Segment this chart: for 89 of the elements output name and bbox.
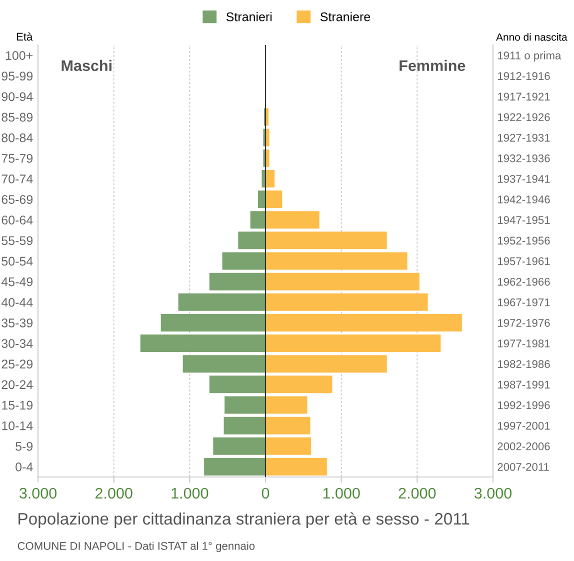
x-tick-label: 3.000 xyxy=(474,488,512,499)
bar xyxy=(266,437,311,455)
y-tick-label: 80-84 xyxy=(2,133,33,142)
annotation: Maschi xyxy=(62,60,112,72)
y-tick-label: 40-44 xyxy=(1,298,33,307)
y-tick-label: 50-54 xyxy=(2,256,33,266)
y2-tick-label: 1962-1966 xyxy=(498,278,550,286)
y2-tick-label: 1977-1981 xyxy=(498,340,550,348)
y2-tick-label: 2007-2011 xyxy=(498,462,549,471)
y2-tick-label: 1982-1986 xyxy=(498,360,550,368)
bar xyxy=(266,232,387,250)
bar xyxy=(266,128,270,146)
y-tick-label: 5-9 xyxy=(16,442,33,451)
legend-label: Stranieri xyxy=(226,12,272,22)
y2-tick-label: 1987-1991 xyxy=(498,380,550,389)
y2-tick-label: 1917-1921 xyxy=(498,92,550,101)
x-tick-label: 1.000 xyxy=(323,488,360,499)
y2-tick-label: 1952-1956 xyxy=(498,236,550,245)
y-tick-label: 10-14 xyxy=(2,421,33,430)
y-tick-label: 100+ xyxy=(6,51,33,60)
bar xyxy=(266,314,462,332)
bar xyxy=(178,293,266,311)
y2-tick-label: 1927-1931 xyxy=(498,134,550,142)
y-tick-label: 85-89 xyxy=(2,112,33,122)
bar xyxy=(266,396,308,414)
bar xyxy=(266,149,270,167)
y2-tick-label: 1911 o prima xyxy=(498,51,562,62)
y2-tick-label: 1967-1971 xyxy=(498,298,550,306)
x-tick-label: 3.000 xyxy=(19,488,57,499)
y-tick-label: 15-19 xyxy=(2,400,33,410)
x-tick-label: 0 xyxy=(262,488,270,499)
y-tick-label: 30-34 xyxy=(2,339,33,348)
bar xyxy=(262,170,266,188)
bar xyxy=(213,437,266,455)
y-tick-label: 90-94 xyxy=(2,92,33,102)
y-tick-label: 65-69 xyxy=(2,195,33,204)
x-tick-label: 2.000 xyxy=(95,488,132,499)
y2-tick-label: 2002-2006 xyxy=(498,442,550,450)
bar xyxy=(222,252,266,270)
x-tick-label: 1.000 xyxy=(172,488,208,499)
bar xyxy=(224,416,266,434)
bar xyxy=(266,272,420,290)
y2-tick-label: 1922-1926 xyxy=(498,113,550,122)
y2-tick-label: 1932-1936 xyxy=(498,154,550,162)
y-tick-label: 95-99 xyxy=(2,72,33,81)
y-tick-label: 25-29 xyxy=(2,360,33,369)
y-tick-label: 75-79 xyxy=(2,154,33,163)
y2-tick-label: 1957-1961 xyxy=(498,257,550,266)
bar xyxy=(266,355,387,373)
y-tick-label: 0-4 xyxy=(16,462,33,472)
bar xyxy=(266,416,310,434)
text: Popolazione per cittadinanza straniera per età e sesso - 2011 xyxy=(18,512,470,528)
y2-tick-label: 1992-1996 xyxy=(498,401,550,410)
bar xyxy=(160,314,266,332)
bar xyxy=(250,211,266,229)
bar xyxy=(266,211,320,229)
bar xyxy=(204,458,266,476)
bar xyxy=(266,376,332,394)
annotation: Femmine xyxy=(400,60,466,72)
bar xyxy=(140,334,266,352)
text: COMUNE DI NAPOLI - Dati ISTAT al 1° gennaio xyxy=(18,542,255,552)
y2-axis-title: Anno di nascita xyxy=(496,33,568,41)
bar xyxy=(266,190,282,208)
y-tick-label: 45-49 xyxy=(1,277,33,286)
bar xyxy=(182,355,266,373)
bar xyxy=(258,190,266,208)
legend-label: Straniere xyxy=(320,12,370,22)
bar xyxy=(266,334,441,352)
y-axis-title: Età xyxy=(16,32,33,41)
bar xyxy=(266,293,428,311)
bar xyxy=(209,376,266,394)
bar xyxy=(266,458,327,476)
y2-tick-label: 1937-1941 xyxy=(498,174,550,183)
y2-tick-label: 1997-2001 xyxy=(498,422,550,430)
bar xyxy=(266,170,275,188)
y2-tick-label: 1912-1916 xyxy=(498,72,550,80)
y-tick-label: 70-74 xyxy=(2,174,33,184)
y-tick-label: 20-24 xyxy=(2,380,33,390)
y-tick-label: 55-59 xyxy=(2,236,33,246)
bar xyxy=(209,272,266,290)
y2-tick-label: 1972-1976 xyxy=(498,318,550,327)
bar xyxy=(224,396,266,414)
y-tick-label: 35-39 xyxy=(2,318,33,328)
y2-tick-label: 1947-1951 xyxy=(498,216,550,224)
y2-tick-label: 1942-1946 xyxy=(498,196,550,204)
bar xyxy=(238,232,266,250)
bar xyxy=(266,252,408,270)
y-tick-label: 60-64 xyxy=(2,216,33,225)
x-tick-label: 2.000 xyxy=(398,488,436,499)
